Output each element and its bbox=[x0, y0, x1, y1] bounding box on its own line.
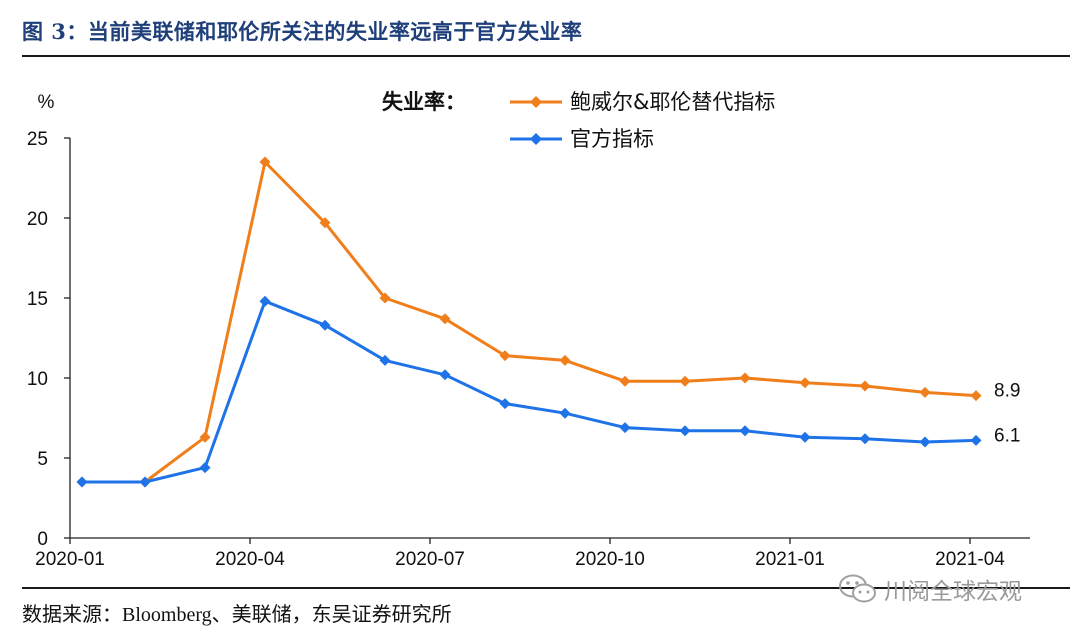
data-point bbox=[919, 386, 931, 398]
data-point bbox=[379, 292, 391, 304]
x-tick-label: 2020-01 bbox=[35, 549, 105, 570]
data-point bbox=[679, 375, 691, 387]
data-point bbox=[319, 217, 331, 229]
series-1: 8.9 bbox=[76, 156, 1020, 488]
series-2: 6.1 bbox=[76, 295, 1020, 488]
x-tick-label: 2020-10 bbox=[575, 549, 645, 570]
data-point bbox=[499, 398, 511, 410]
data-point bbox=[379, 354, 391, 366]
y-tick-label: 0 bbox=[37, 529, 48, 550]
y-tick-label: 25 bbox=[27, 129, 48, 150]
x-tick-label: 2020-04 bbox=[215, 549, 285, 570]
data-point bbox=[619, 375, 631, 387]
watermark-text: 川阅全球宏观 bbox=[884, 579, 1022, 605]
data-point bbox=[559, 354, 571, 366]
data-point bbox=[799, 431, 811, 443]
data-point bbox=[859, 433, 871, 445]
legend-swatch-marker bbox=[530, 133, 542, 145]
data-point bbox=[139, 476, 151, 488]
source-note: 数据来源：Bloomberg、美联储，东吴证券研究所 bbox=[22, 604, 452, 626]
data-point bbox=[559, 407, 571, 419]
legend-label: 官方指标 bbox=[570, 127, 654, 151]
data-point bbox=[799, 377, 811, 389]
data-point bbox=[970, 390, 982, 402]
data-point bbox=[919, 436, 931, 448]
series-line bbox=[82, 299, 977, 484]
data-point bbox=[199, 462, 211, 474]
data-point bbox=[739, 425, 751, 437]
y-tick-label: 20 bbox=[27, 209, 48, 230]
data-point bbox=[970, 434, 982, 446]
data-point bbox=[439, 313, 451, 325]
chart-series: 8.9 6.1 bbox=[76, 156, 1020, 488]
y-tick-label: 5 bbox=[37, 449, 48, 470]
wechat-icon bbox=[839, 574, 876, 603]
x-tick-label: 2021-04 bbox=[935, 549, 1005, 570]
y-tick-label: 15 bbox=[27, 289, 48, 310]
data-point bbox=[739, 372, 751, 384]
data-point bbox=[499, 350, 511, 362]
data-point bbox=[259, 156, 271, 168]
chart-axes: % 0 5 10 15 20 25 2020-01 2020-04 2020-07 2020-10 2… bbox=[27, 92, 1030, 570]
y-tick-label: 10 bbox=[27, 369, 48, 390]
figure-title: 图 3：当前美联储和耶伦所关注的失业率远高于官方失业率 bbox=[22, 19, 583, 44]
x-tick-label: 2020-07 bbox=[395, 549, 465, 570]
end-value-label: 8.9 bbox=[994, 381, 1020, 402]
legend-label: 鲍威尔&耶伦替代指标 bbox=[570, 90, 775, 114]
y-unit-label: % bbox=[38, 92, 55, 113]
data-point bbox=[76, 476, 88, 488]
data-point bbox=[259, 295, 271, 307]
data-point bbox=[199, 431, 211, 443]
x-tick-label: 2021-01 bbox=[755, 549, 825, 570]
series-line bbox=[82, 160, 977, 484]
top-rule bbox=[22, 55, 1070, 57]
data-point bbox=[679, 425, 691, 437]
watermark: 川阅全球宏观 bbox=[838, 572, 1022, 606]
line-chart: % 0 5 10 15 20 25 2020-01 2020-04 2020-07 2020-10 2… bbox=[27, 90, 1030, 570]
legend-swatch-marker bbox=[530, 96, 542, 108]
data-point bbox=[319, 319, 331, 331]
bottom-rule bbox=[22, 587, 1070, 589]
data-point bbox=[619, 422, 631, 434]
data-point bbox=[859, 380, 871, 392]
data-point bbox=[439, 369, 451, 381]
end-value-label: 6.1 bbox=[994, 425, 1020, 446]
legend-title: 失业率： bbox=[382, 90, 466, 114]
